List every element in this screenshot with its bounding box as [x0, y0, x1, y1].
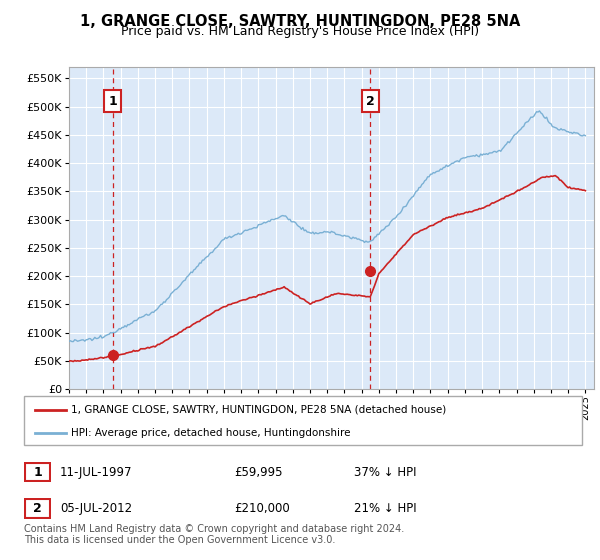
Text: £59,995: £59,995 — [234, 465, 283, 479]
Text: 37% ↓ HPI: 37% ↓ HPI — [354, 465, 416, 479]
Text: 21% ↓ HPI: 21% ↓ HPI — [354, 502, 416, 515]
Text: Contains HM Land Registry data © Crown copyright and database right 2024.
This d: Contains HM Land Registry data © Crown c… — [24, 524, 404, 545]
Text: 1: 1 — [108, 95, 117, 108]
Text: 1, GRANGE CLOSE, SAWTRY, HUNTINGDON, PE28 5NA: 1, GRANGE CLOSE, SAWTRY, HUNTINGDON, PE2… — [80, 14, 520, 29]
FancyBboxPatch shape — [25, 500, 50, 517]
Text: 1: 1 — [33, 465, 42, 479]
Text: 2: 2 — [366, 95, 375, 108]
Text: Price paid vs. HM Land Registry's House Price Index (HPI): Price paid vs. HM Land Registry's House … — [121, 25, 479, 38]
Text: 2: 2 — [33, 502, 42, 515]
Text: 11-JUL-1997: 11-JUL-1997 — [60, 465, 133, 479]
Text: 1, GRANGE CLOSE, SAWTRY, HUNTINGDON, PE28 5NA (detached house): 1, GRANGE CLOSE, SAWTRY, HUNTINGDON, PE2… — [71, 405, 446, 415]
Text: £210,000: £210,000 — [234, 502, 290, 515]
FancyBboxPatch shape — [24, 396, 582, 445]
FancyBboxPatch shape — [25, 463, 50, 481]
Text: HPI: Average price, detached house, Huntingdonshire: HPI: Average price, detached house, Hunt… — [71, 428, 351, 438]
Text: 05-JUL-2012: 05-JUL-2012 — [60, 502, 132, 515]
